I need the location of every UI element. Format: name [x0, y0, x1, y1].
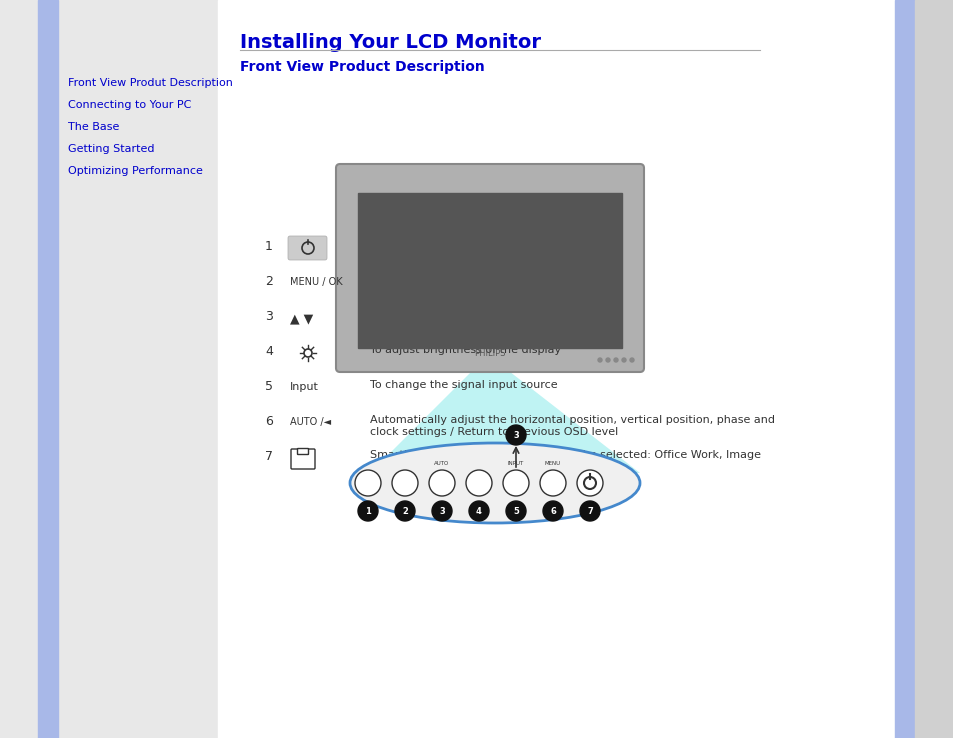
Text: To access the OSD menu: To access the OSD menu — [370, 275, 507, 285]
Circle shape — [579, 501, 599, 521]
Text: 2: 2 — [265, 275, 273, 288]
Text: To adjust the OSD menu: To adjust the OSD menu — [370, 310, 504, 320]
Text: ▲ ▼: ▲ ▼ — [290, 312, 313, 325]
Text: 4: 4 — [265, 345, 273, 358]
Text: 3: 3 — [513, 430, 518, 440]
Circle shape — [432, 501, 452, 521]
Text: 4: 4 — [476, 506, 481, 516]
Text: 6: 6 — [265, 415, 273, 428]
Text: 5: 5 — [513, 506, 518, 516]
Bar — [894, 0, 914, 738]
Text: Connecting to Your PC: Connecting to Your PC — [68, 100, 192, 110]
Circle shape — [577, 470, 602, 496]
Text: PHILIPS: PHILIPS — [474, 349, 505, 358]
Circle shape — [614, 358, 618, 362]
Text: To change the signal input source: To change the signal input source — [370, 380, 558, 390]
Text: SmartImage. There are five modes to be selected: Office Work, Image
Viewing, Ent: SmartImage. There are five modes to be s… — [370, 450, 760, 472]
Text: 1: 1 — [365, 506, 371, 516]
Ellipse shape — [350, 443, 639, 523]
Bar — [914, 0, 953, 738]
Bar — [357, 193, 621, 348]
Text: Getting Started: Getting Started — [68, 144, 154, 154]
Text: Installing Your LCD Monitor: Installing Your LCD Monitor — [240, 33, 540, 52]
Text: To adjust brightness of the display: To adjust brightness of the display — [370, 345, 560, 355]
Circle shape — [355, 470, 380, 496]
Bar — [38, 0, 58, 738]
Circle shape — [505, 425, 525, 445]
Text: 2: 2 — [401, 506, 408, 516]
Circle shape — [605, 358, 609, 362]
Text: MENU / OK: MENU / OK — [290, 277, 342, 287]
Text: The Base: The Base — [68, 122, 119, 132]
FancyBboxPatch shape — [297, 449, 308, 455]
Circle shape — [539, 470, 565, 496]
FancyBboxPatch shape — [335, 164, 643, 372]
Text: 7: 7 — [586, 506, 592, 516]
Text: Front View Product Description: Front View Product Description — [240, 60, 484, 74]
Circle shape — [392, 470, 417, 496]
Text: Input: Input — [290, 382, 318, 392]
Text: 5: 5 — [265, 380, 273, 393]
Circle shape — [502, 470, 529, 496]
Text: To switch monitor's power On and Off: To switch monitor's power On and Off — [370, 240, 578, 250]
Circle shape — [395, 501, 415, 521]
Circle shape — [469, 501, 489, 521]
Text: INPUT: INPUT — [507, 461, 523, 466]
Bar — [58, 0, 218, 738]
Text: 6: 6 — [550, 506, 556, 516]
Text: 7: 7 — [265, 450, 273, 463]
FancyBboxPatch shape — [288, 236, 327, 260]
Text: Automatically adjust the horizontal position, vertical position, phase and
clock: Automatically adjust the horizontal posi… — [370, 415, 774, 437]
Circle shape — [542, 501, 562, 521]
Text: 1: 1 — [265, 240, 273, 253]
Circle shape — [465, 470, 492, 496]
Text: 3: 3 — [265, 310, 273, 323]
Circle shape — [505, 501, 525, 521]
Circle shape — [429, 470, 455, 496]
Polygon shape — [370, 368, 639, 473]
Bar — [218, 0, 894, 738]
Text: AUTO: AUTO — [434, 461, 449, 466]
Circle shape — [629, 358, 634, 362]
Text: Optimizing Performance: Optimizing Performance — [68, 166, 203, 176]
Text: 3: 3 — [438, 506, 444, 516]
Circle shape — [621, 358, 625, 362]
Text: Front View Produt Description: Front View Produt Description — [68, 78, 233, 88]
Text: MENU: MENU — [544, 461, 560, 466]
Text: AUTO /◄: AUTO /◄ — [290, 417, 331, 427]
Circle shape — [357, 501, 377, 521]
Circle shape — [598, 358, 601, 362]
